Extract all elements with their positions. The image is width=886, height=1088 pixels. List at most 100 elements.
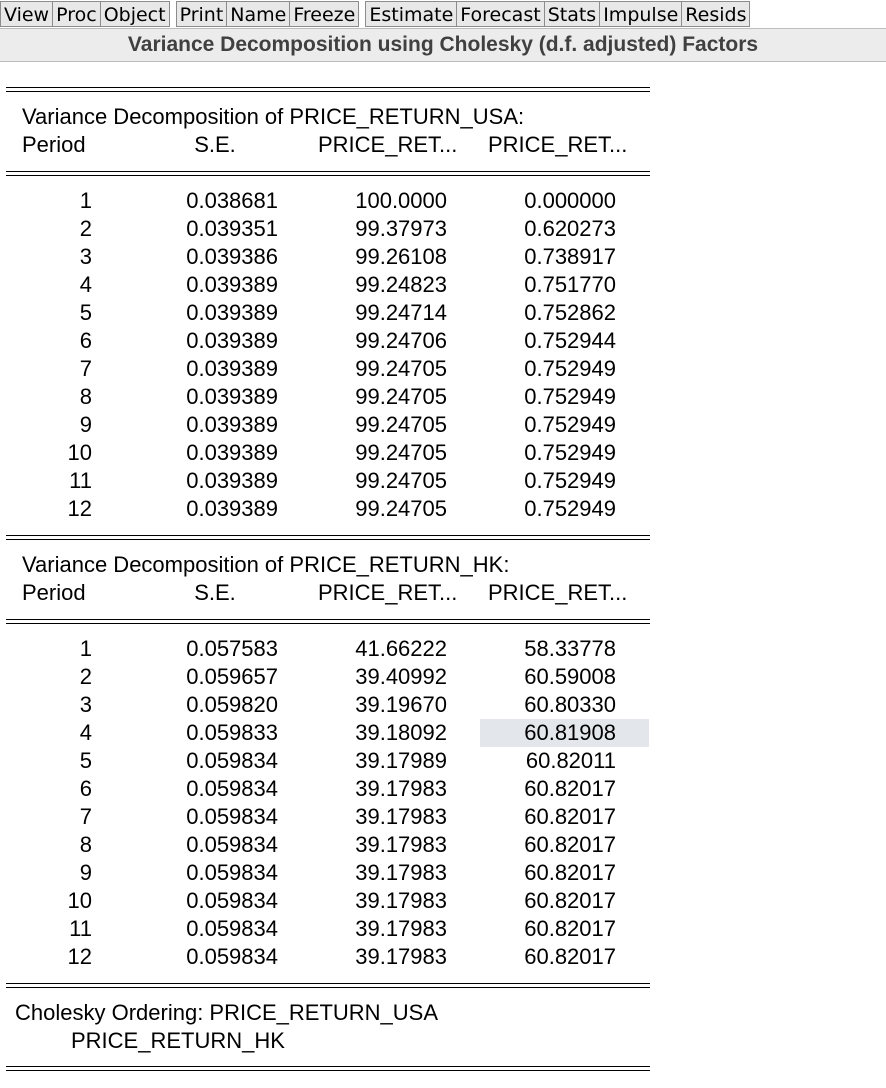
se-cell[interactable]: 0.039389	[186, 496, 278, 521]
period-cell[interactable]: 1	[79, 636, 92, 661]
print-button[interactable]: Print	[175, 1, 228, 27]
price-return-1-cell[interactable]: 39.17983	[355, 944, 447, 969]
stats-button[interactable]: Stats	[543, 1, 601, 27]
period-cell[interactable]: 8	[79, 832, 92, 857]
se-cell[interactable]: 0.039389	[186, 328, 278, 353]
resids-button[interactable]: Resids	[681, 1, 751, 27]
period-cell[interactable]: 11	[69, 468, 92, 493]
price-return-1-cell[interactable]: 99.24823	[355, 272, 447, 297]
period-cell[interactable]: 9	[79, 860, 92, 885]
price-return-2-cell[interactable]: 0.752949	[524, 356, 616, 381]
price-return-2-cell[interactable]: 60.82017	[524, 944, 616, 969]
price-return-2-cell[interactable]: 0.752862	[524, 300, 616, 325]
price-return-2-cell[interactable]: 58.33778	[524, 636, 616, 661]
period-cell[interactable]: 3	[79, 244, 92, 269]
price-return-2-cell[interactable]: 60.82017	[524, 804, 616, 829]
price-return-2-cell[interactable]: 60.82017	[524, 860, 616, 885]
period-cell[interactable]: 5	[79, 748, 92, 773]
price-return-1-cell[interactable]: 99.24705	[355, 356, 447, 381]
period-cell[interactable]: 1	[79, 188, 92, 213]
price-return-1-cell[interactable]: 99.24705	[355, 384, 447, 409]
price-return-1-cell[interactable]: 39.19670	[355, 692, 447, 717]
se-cell[interactable]: 0.039389	[186, 384, 278, 409]
price-return-2-cell[interactable]: 60.81908	[524, 720, 616, 745]
price-return-1-cell[interactable]: 39.17983	[355, 888, 447, 913]
price-return-2-cell[interactable]: 0.620273	[524, 216, 616, 241]
se-cell[interactable]: 0.059657	[186, 664, 278, 689]
price-return-1-cell[interactable]: 99.37973	[355, 216, 447, 241]
price-return-1-cell[interactable]: 99.24706	[355, 328, 447, 353]
se-cell[interactable]: 0.059833	[186, 720, 278, 745]
period-cell[interactable]: 12	[67, 944, 92, 969]
price-return-2-cell[interactable]: 60.82011	[525, 748, 616, 773]
price-return-1-cell[interactable]: 99.24705	[355, 468, 447, 493]
price-return-2-cell[interactable]: 0.738917	[524, 244, 616, 269]
price-return-1-cell[interactable]: 100.0000	[355, 188, 447, 213]
price-return-2-cell[interactable]: 0.751770	[524, 272, 616, 297]
period-cell[interactable]: 2	[79, 216, 92, 241]
price-return-1-cell[interactable]: 39.17983	[355, 916, 447, 941]
period-cell[interactable]: 2	[79, 664, 92, 689]
price-return-1-cell[interactable]: 39.17983	[355, 832, 447, 857]
price-return-2-cell[interactable]: 0.752949	[524, 440, 616, 465]
price-return-2-cell[interactable]: 60.80330	[524, 692, 616, 717]
price-return-2-cell[interactable]: 0.752944	[524, 328, 616, 353]
price-return-1-cell[interactable]: 39.40992	[355, 664, 447, 689]
period-cell[interactable]: 8	[79, 384, 92, 409]
se-cell[interactable]: 0.059834	[186, 888, 278, 913]
price-return-2-cell[interactable]: 60.82017	[524, 776, 616, 801]
price-return-2-cell[interactable]: 60.59008	[524, 664, 616, 689]
price-return-1-cell[interactable]: 39.17983	[355, 776, 447, 801]
price-return-2-cell[interactable]: 0.752949	[524, 384, 616, 409]
freeze-button[interactable]: Freeze	[289, 1, 360, 27]
price-return-2-cell[interactable]: 0.752949	[524, 468, 616, 493]
period-cell[interactable]: 6	[79, 776, 92, 801]
period-cell[interactable]: 6	[79, 328, 92, 353]
price-return-1-cell[interactable]: 99.26108	[355, 244, 447, 269]
se-cell[interactable]: 0.039386	[186, 244, 278, 269]
se-cell[interactable]: 0.039389	[186, 300, 278, 325]
se-cell[interactable]: 0.039389	[186, 272, 278, 297]
period-cell[interactable]: 12	[67, 496, 92, 521]
period-cell[interactable]: 4	[79, 720, 92, 745]
object-button[interactable]: Object	[99, 1, 170, 27]
se-cell[interactable]: 0.059834	[186, 832, 278, 857]
se-cell[interactable]: 0.039389	[186, 468, 278, 493]
proc-button[interactable]: Proc	[52, 1, 101, 27]
price-return-1-cell[interactable]: 99.24705	[355, 440, 447, 465]
impulse-button[interactable]: Impulse	[599, 1, 683, 27]
se-cell[interactable]: 0.059834	[186, 804, 278, 829]
period-cell[interactable]: 9	[79, 412, 92, 437]
price-return-1-cell[interactable]: 39.17989	[355, 748, 447, 773]
se-cell[interactable]: 0.039389	[186, 440, 278, 465]
se-cell[interactable]: 0.059834	[186, 776, 278, 801]
period-cell[interactable]: 4	[79, 272, 92, 297]
price-return-1-cell[interactable]: 99.24705	[355, 412, 447, 437]
price-return-2-cell[interactable]: 60.82017	[524, 888, 616, 913]
period-cell[interactable]: 10	[67, 888, 92, 913]
price-return-2-cell[interactable]: 60.82017	[524, 832, 616, 857]
forecast-button[interactable]: Forecast	[456, 1, 545, 27]
view-button[interactable]: View	[0, 1, 54, 27]
se-cell[interactable]: 0.059834	[186, 916, 278, 941]
price-return-2-cell[interactable]: 60.82017	[524, 916, 616, 941]
estimate-button[interactable]: Estimate	[365, 1, 458, 27]
se-cell[interactable]: 0.059834	[186, 860, 278, 885]
period-cell[interactable]: 10	[67, 440, 92, 465]
period-cell[interactable]: 3	[79, 692, 92, 717]
price-return-1-cell[interactable]: 39.18092	[355, 720, 447, 745]
se-cell[interactable]: 0.038681	[186, 188, 278, 213]
period-cell[interactable]: 11	[69, 916, 92, 941]
price-return-1-cell[interactable]: 41.66222	[355, 636, 447, 661]
price-return-1-cell[interactable]: 39.17983	[355, 860, 447, 885]
period-cell[interactable]: 5	[79, 300, 92, 325]
se-cell[interactable]: 0.059834	[186, 944, 278, 969]
period-cell[interactable]: 7	[79, 804, 92, 829]
price-return-2-cell[interactable]: 0.000000	[524, 188, 616, 213]
se-cell[interactable]: 0.057583	[186, 636, 278, 661]
price-return-1-cell[interactable]: 99.24705	[355, 496, 447, 521]
period-cell[interactable]: 7	[79, 356, 92, 381]
se-cell[interactable]: 0.039351	[186, 216, 278, 241]
name-button[interactable]: Name	[226, 1, 291, 27]
price-return-1-cell[interactable]: 39.17983	[355, 804, 447, 829]
